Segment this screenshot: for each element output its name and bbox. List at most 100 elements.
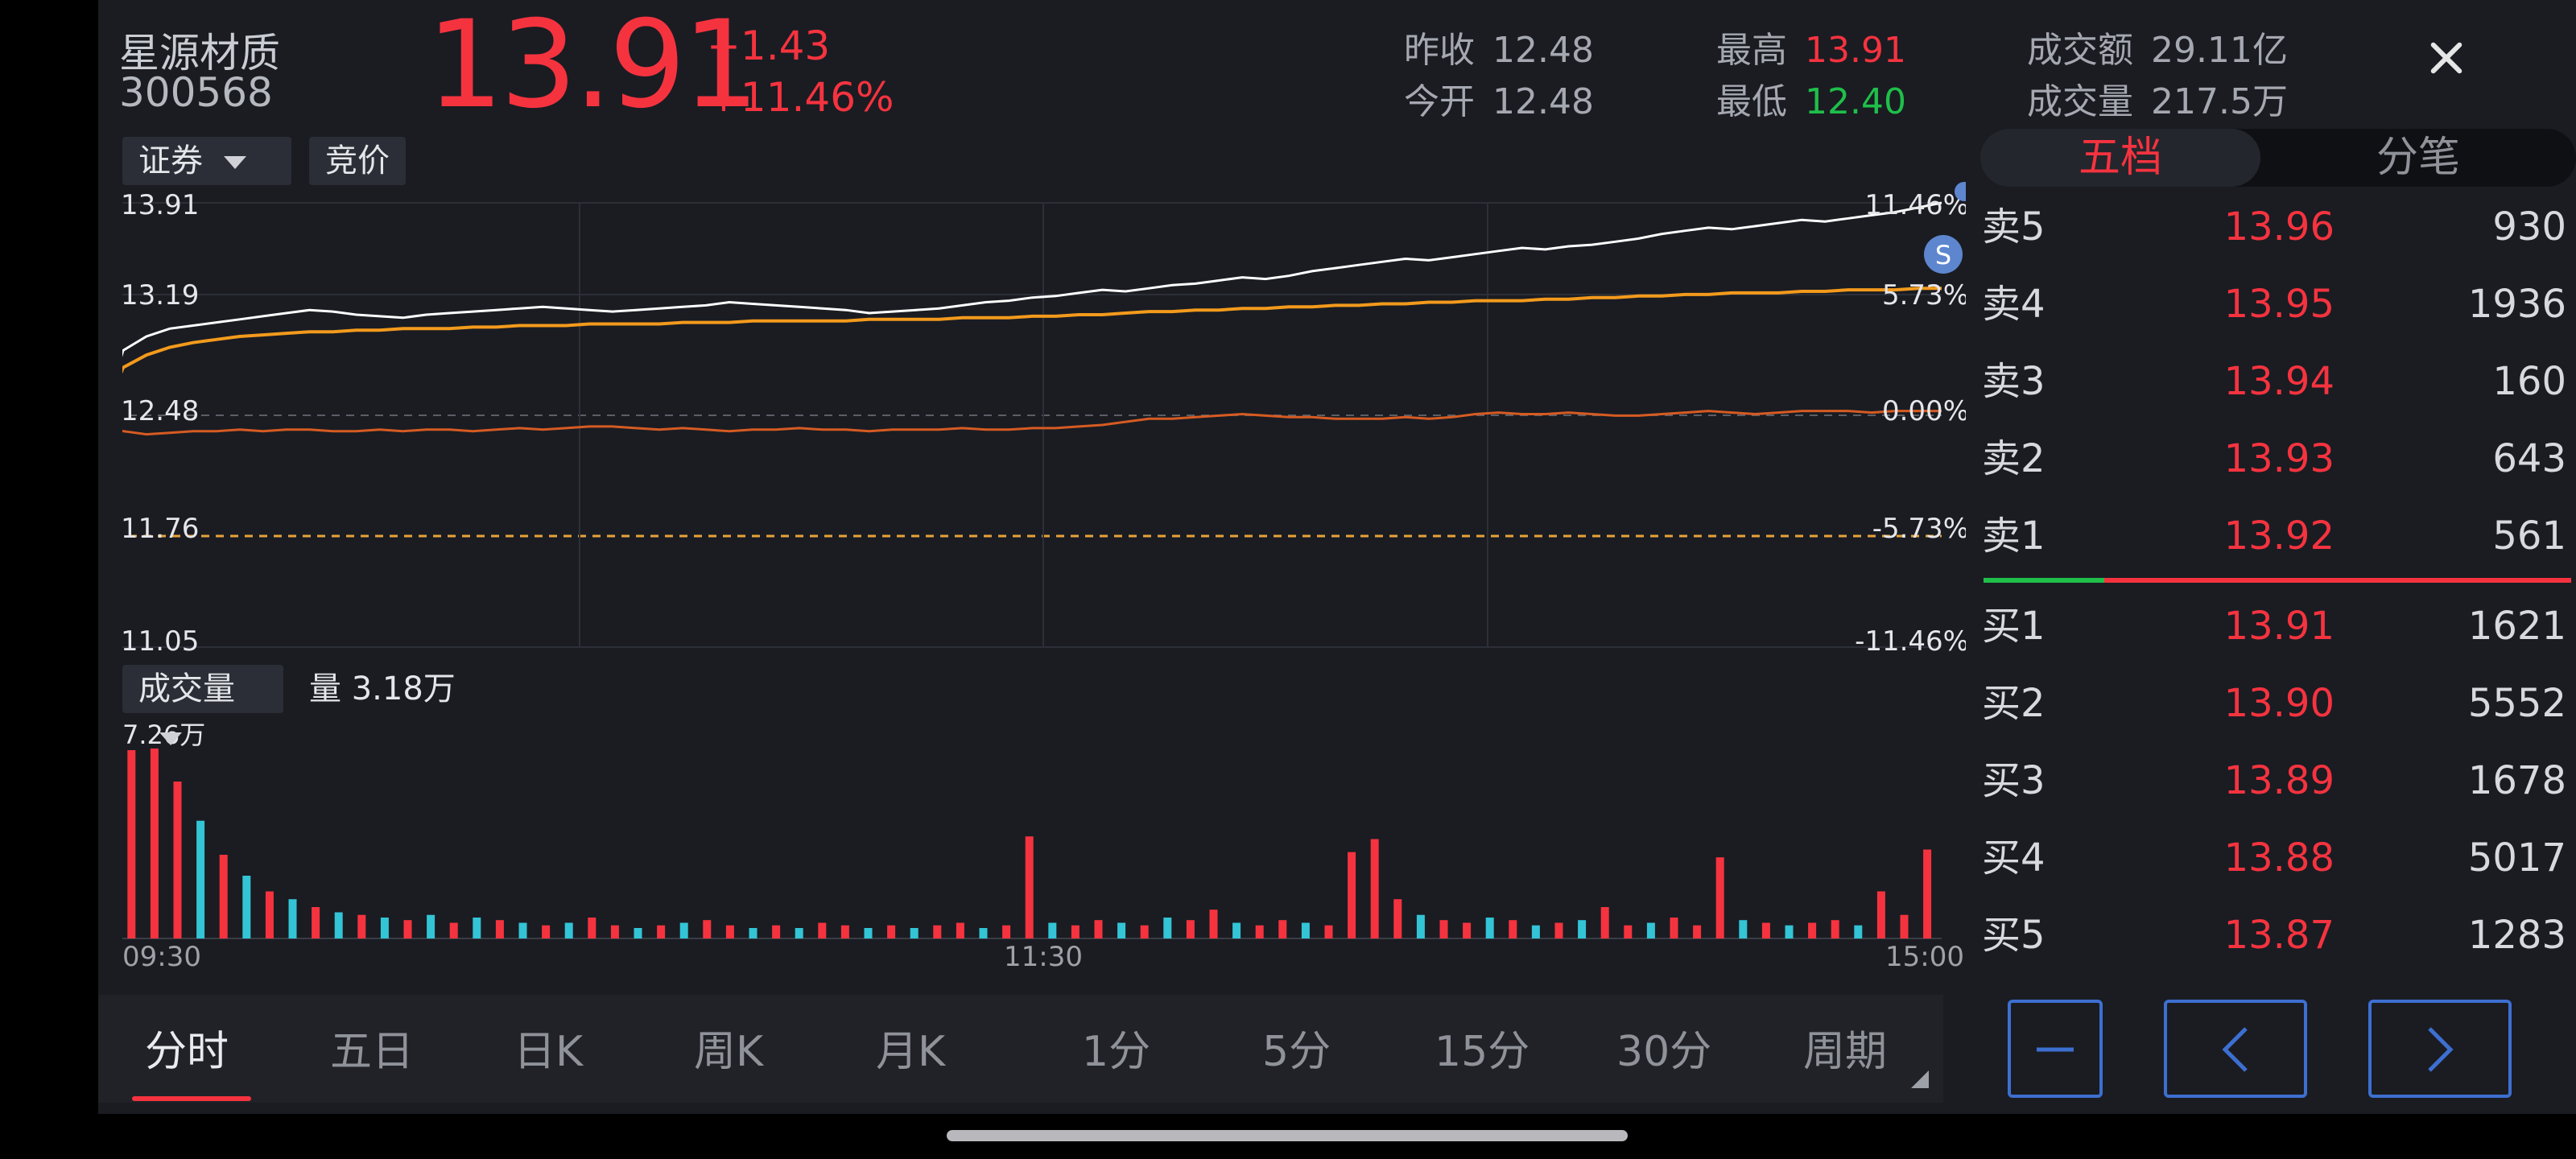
- level-label: 卖3: [1982, 359, 2046, 404]
- level-label: 买2: [1982, 681, 2046, 726]
- volume-bar: [1324, 925, 1333, 938]
- lead-line: [122, 410, 1942, 436]
- volume-select[interactable]: 成交量: [122, 665, 283, 745]
- close-icon[interactable]: [2421, 34, 2470, 82]
- volume-bar: [564, 922, 573, 938]
- volume-bar: [1439, 920, 1448, 938]
- home-indicator[interactable]: [947, 1130, 1628, 1141]
- period-tab[interactable]: 30分: [1616, 1028, 1712, 1076]
- time-axis-label: 11:30: [1004, 941, 1083, 973]
- volume-bar: [1071, 925, 1080, 938]
- price-axis-label: 11.76: [122, 513, 199, 545]
- period-tab[interactable]: 分时: [145, 1028, 229, 1076]
- time-axis-label: 09:30: [122, 941, 201, 973]
- volume-bar: [1578, 920, 1587, 938]
- volume-bar: [1646, 922, 1655, 938]
- quote-header: 星源材质 300568 13.91 +1.43 +11.46% 昨收 12.48 …: [98, 0, 2576, 129]
- price-axis-labels: 13.91 13.19 12.48 11.76 11.05 11.46% 5.73% 0.00…: [122, 189, 1966, 658]
- level-price: 13.94: [2223, 359, 2334, 404]
- level-label: 买3: [1982, 758, 2046, 803]
- bid-row[interactable]: 买1 13.91 1621: [1980, 594, 2576, 658]
- volume-bar: [265, 891, 274, 938]
- volume-bar: [542, 925, 551, 938]
- volume-bar: [840, 925, 849, 938]
- pct-axis-label: 5.73%: [1882, 279, 1966, 311]
- quote-screen: 星源材质 300568 13.91 +1.43 +11.46% 昨收 12.48 …: [98, 0, 2576, 1114]
- price-change-pct: +11.46%: [707, 74, 894, 121]
- period-tab[interactable]: 月K: [876, 1028, 946, 1076]
- intraday-chart[interactable]: 证券 竞价 13.91 13.19 12.48 11.76 11.05 11.46% 5.7…: [122, 129, 1966, 990]
- stat-value: 12.48: [1492, 81, 1594, 122]
- volume-bar: [334, 912, 343, 938]
- volume-bar: [772, 925, 781, 938]
- volume-bar: [1739, 920, 1748, 938]
- period-tab[interactable]: 周K: [694, 1028, 764, 1076]
- stock-code: 300568: [119, 69, 273, 116]
- ask-row[interactable]: 卖3 13.94 160: [1980, 349, 2576, 414]
- active-tab-underline: [132, 1096, 251, 1101]
- next-button[interactable]: [2368, 1000, 2512, 1098]
- level-qty: 1678: [2467, 758, 2566, 803]
- security-select[interactable]: 证券: [122, 137, 291, 185]
- pct-axis-label: 0.00%: [1882, 395, 1966, 427]
- bid-ask-separator: [1984, 578, 2571, 583]
- period-tabs: 分时 五日 日K 周K 月K 1分 5分 15分 30分 周期: [98, 995, 1943, 1103]
- level-label: 买4: [1982, 835, 2046, 881]
- ask-row[interactable]: 卖2 13.93 643: [1980, 427, 2576, 491]
- level-qty: 1621: [2467, 604, 2566, 649]
- volume-bar: [1624, 925, 1633, 938]
- volume-bar: [1485, 918, 1494, 938]
- bid-row[interactable]: 买2 13.90 5552: [1980, 671, 2576, 736]
- volume-bar: [403, 920, 412, 938]
- chart-markers: S: [1924, 182, 1966, 274]
- volume-bar: [725, 925, 734, 938]
- volume-bar: [449, 922, 458, 938]
- ask-row[interactable]: 卖5 13.96 930: [1980, 195, 2576, 259]
- level-label: 卖1: [1982, 514, 2046, 559]
- level-price: 13.92: [2223, 514, 2334, 559]
- period-tab[interactable]: 日K: [514, 1028, 584, 1076]
- signal-badge-icon: [1924, 235, 1963, 274]
- period-tab[interactable]: 5分: [1262, 1028, 1331, 1076]
- ask-row[interactable]: 卖4 13.95 1936: [1980, 272, 2576, 336]
- volume-bar: [910, 928, 919, 938]
- price-change: +1.43: [707, 23, 831, 69]
- period-tab[interactable]: 五日: [330, 1028, 415, 1076]
- price-axis-label: 11.05: [122, 625, 199, 658]
- pct-axis-label: -5.73%: [1872, 513, 1966, 545]
- volume-bar: [1117, 922, 1126, 938]
- level-qty: 160: [2492, 359, 2566, 404]
- volume-bar: [1761, 922, 1770, 938]
- time-axis-labels: 09:30 11:30 15:00: [122, 941, 1964, 973]
- bid-row[interactable]: 买5 13.87 1283: [1980, 903, 2576, 967]
- stat-value: 217.5万: [2151, 81, 2288, 122]
- period-tab[interactable]: 15分: [1435, 1028, 1530, 1076]
- volume-bar: [933, 925, 942, 938]
- volume-bar: [1715, 857, 1724, 938]
- level-price: 13.95: [2223, 282, 2334, 327]
- time-axis-label: 15:00: [1885, 941, 1964, 973]
- prev-button[interactable]: [2164, 1000, 2307, 1098]
- tab-ticks[interactable]: 分笔: [2376, 134, 2460, 182]
- bid-row[interactable]: 买3 13.89 1678: [1980, 749, 2576, 813]
- volume-bar: [1255, 925, 1264, 938]
- expand-corner-icon[interactable]: [1911, 1070, 1929, 1088]
- ask-row[interactable]: 卖1 13.92 561: [1980, 504, 2576, 568]
- volume-bar: [1509, 920, 1517, 938]
- tab-five-levels[interactable]: 五档: [1980, 129, 2260, 187]
- volume-bar: [795, 928, 803, 938]
- volume-bar: [1370, 839, 1379, 938]
- level-price: 13.96: [2223, 204, 2334, 250]
- bid-row[interactable]: 买4 13.88 5017: [1980, 826, 2576, 890]
- auction-button[interactable]: 竞价: [309, 137, 406, 185]
- volume-bar: [1876, 891, 1885, 938]
- minus-button[interactable]: [2008, 1000, 2103, 1098]
- volume-bar: [150, 749, 159, 938]
- stat-label: 成交额: [2027, 30, 2133, 71]
- volume-bar: [703, 920, 712, 938]
- period-tab[interactable]: 1分: [1082, 1028, 1151, 1076]
- volume-bar: [1186, 920, 1195, 938]
- volume-bar: [288, 899, 297, 938]
- level-price: 13.90: [2223, 681, 2334, 726]
- period-tab[interactable]: 周期: [1803, 1028, 1888, 1076]
